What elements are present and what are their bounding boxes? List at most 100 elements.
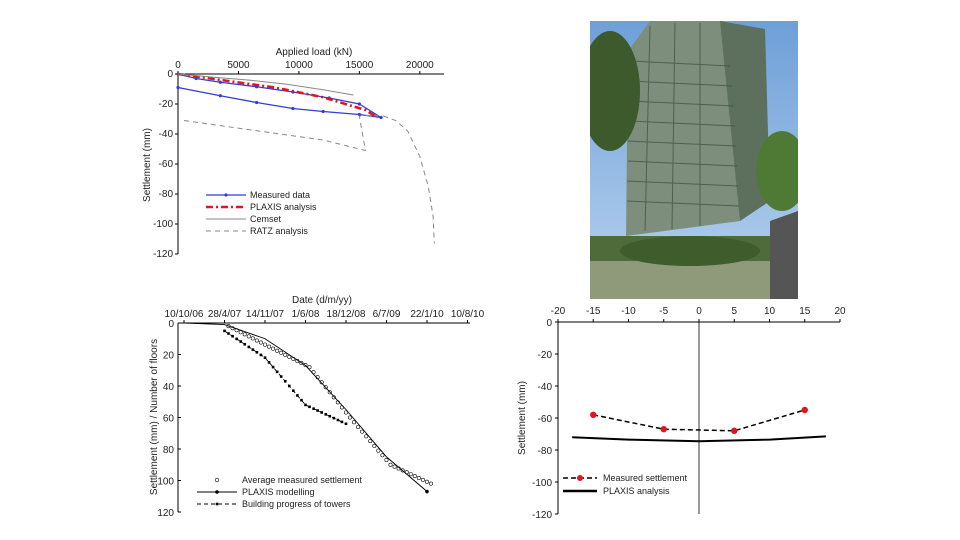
chart2-data-point [424, 479, 429, 484]
chart2-data-point [332, 416, 336, 420]
building-photo [590, 21, 798, 299]
chart1-data-point [321, 109, 325, 114]
chart2-x-tick-label: 18/12/08 [327, 309, 366, 320]
chart2-data-point [267, 361, 271, 364]
chart2-data-point [412, 474, 417, 479]
chart2-data-point [428, 481, 433, 486]
chart2-data-point [296, 394, 299, 397]
chart1-data-point [357, 102, 361, 106]
chart1-ylabel: Settlement (mm) [142, 128, 153, 202]
chart1-y-tick-label: -80 [159, 189, 174, 200]
chart3-x-tick-label: 5 [731, 306, 737, 317]
chart2-data-point [271, 346, 276, 351]
chart2-data-point [255, 350, 259, 354]
chart1-y-tick-label: -120 [153, 249, 173, 260]
chart2-data-point [262, 342, 267, 347]
chart2-ylabel: Settlement (mm) / Number of floors [149, 339, 160, 495]
chart2-x-tick-label: 10/8/10 [451, 309, 485, 320]
chart2-data-point [231, 334, 234, 338]
chart2-data-point [343, 410, 348, 415]
chart2-data-point [242, 332, 247, 337]
chart2-data-point [328, 414, 332, 418]
chart3-legend-label: PLAXIS analysis [603, 486, 670, 496]
chart3-y-tick-label: 0 [546, 318, 552, 329]
chart1-data-point [176, 85, 180, 90]
chart1-x-tick-label: 10000 [285, 60, 313, 71]
chart1-x-tick-label: 15000 [345, 60, 373, 71]
chart2-data-point [408, 472, 413, 477]
chart3-data-point [590, 411, 597, 418]
chart2-data-point [300, 398, 303, 402]
chart3-data-point [731, 427, 738, 434]
chart1-y-tick-label: -60 [159, 159, 174, 170]
chart2-data-point [340, 420, 344, 424]
chart2-data-point [324, 413, 328, 416]
chart2-data-point [307, 365, 312, 370]
chart2-data-point [283, 352, 288, 357]
chart1-legend-label: RATZ analysis [250, 226, 308, 236]
chart2-data-point [279, 375, 283, 378]
chart2-data-point [364, 434, 369, 439]
chart2-data-point [388, 462, 393, 467]
chart2-xlabel: Date (d/m/yy) [292, 295, 352, 306]
chart1-x-tick-label: 0 [175, 60, 181, 71]
chart2-x-tick-label: 28/4/07 [208, 309, 242, 320]
chart2-y-tick-label: 60 [163, 414, 175, 425]
chart3-y-tick-label: -120 [532, 510, 552, 521]
chart2-data-point [368, 439, 373, 444]
chart2-data-point [416, 475, 421, 480]
chart2-legend-label: PLAXIS modelling [242, 487, 315, 497]
chart1-legend-label: Cemset [250, 214, 282, 224]
chart2-data-point [259, 353, 263, 357]
chart2-data-point [360, 429, 365, 434]
chart3-x-tick-label: 0 [696, 306, 702, 317]
chart2-data-point [312, 407, 315, 410]
chart1-legend-label: Measured data [250, 190, 310, 200]
chart3-ylabel: Settlement (mm) [517, 381, 528, 455]
chart2-data-point [279, 350, 284, 355]
chart3-series-line [572, 435, 826, 443]
chart2-data-point [347, 415, 352, 420]
chart3-x-tick-label: -5 [659, 306, 668, 317]
chart3-y-tick-label: -60 [538, 414, 553, 425]
chart3-x-tick-label: -10 [621, 306, 636, 317]
chart2-data-point [239, 340, 242, 343]
chart2-data-point [223, 329, 226, 333]
chart2-legend-label: Average measured settlement [242, 475, 362, 485]
chart2-data-point [283, 379, 287, 383]
chart3-x-tick-label: 20 [834, 306, 846, 317]
chart2-data-point [275, 348, 280, 353]
chart1-data-point [291, 106, 295, 111]
chart2-data-point [392, 464, 397, 469]
chart2-legend-marker [215, 502, 219, 506]
chart1-y-tick-label: -100 [153, 219, 173, 230]
chart3-x-tick-label: -15 [586, 306, 601, 317]
chart3-y-tick-label: -20 [538, 350, 553, 361]
chart2-data-point [320, 411, 323, 414]
chart2-y-tick-label: 0 [168, 319, 174, 330]
chart2-y-tick-label: 120 [157, 508, 174, 519]
chart3-data-point [801, 406, 808, 414]
chart2-legend-marker [214, 477, 220, 483]
chart2-data-point [263, 356, 267, 359]
chart2-x-tick-label: 10/10/06 [165, 309, 204, 320]
chart2-x-tick-label: 22/1/10 [410, 309, 444, 320]
chart3-x-tick-label: 10 [764, 306, 776, 317]
chart2-data-point [376, 448, 381, 453]
chart2-data-point [319, 380, 324, 385]
chart1-data-point [254, 100, 259, 105]
chart2-data-point [251, 348, 255, 351]
chart2-data-point [308, 405, 311, 409]
chart2-data-point [344, 422, 348, 426]
chart2-x-tick-label: 6/7/09 [373, 309, 401, 320]
chart2-x-tick-label: 14/11/07 [246, 309, 285, 320]
chart2-data-point [420, 477, 425, 482]
chart3-data-point [660, 426, 667, 433]
chart2-y-tick-label: 20 [163, 351, 175, 362]
chart2-data-point [227, 332, 230, 335]
chart2-x-tick-label: 1/6/08 [292, 309, 320, 320]
chart2-data-point [250, 336, 255, 341]
chart3-y-tick-label: -80 [538, 446, 553, 457]
chart2-data-point [235, 337, 238, 341]
